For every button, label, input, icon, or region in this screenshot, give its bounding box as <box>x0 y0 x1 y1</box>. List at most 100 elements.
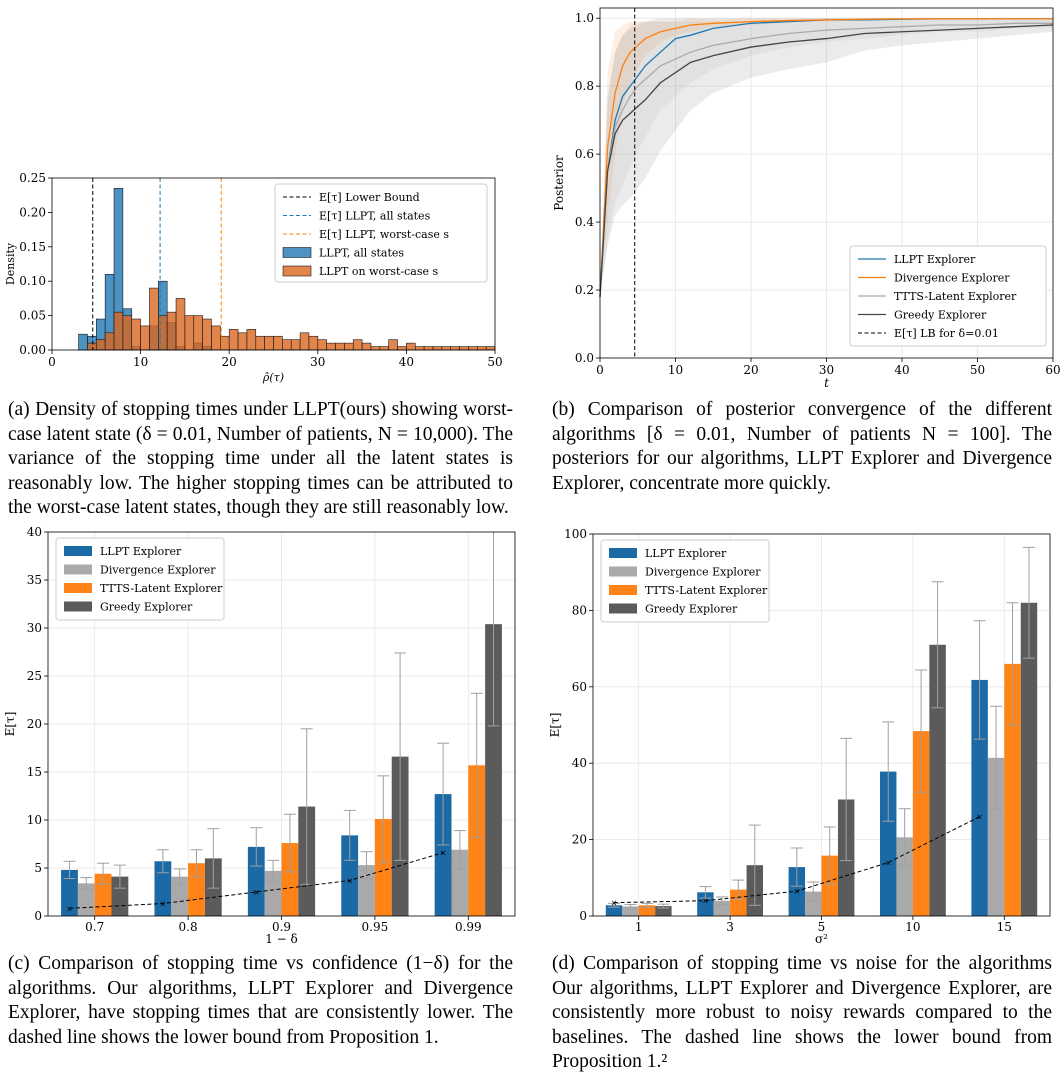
histogram-bar <box>273 335 283 351</box>
lower-bound-curve <box>69 852 444 909</box>
y-tick-label: 100 <box>564 527 587 541</box>
lower-bound-marker: × <box>253 888 260 897</box>
histogram-bar <box>113 311 124 351</box>
legend-swatch <box>282 265 312 277</box>
legend-swatch <box>609 566 637 577</box>
x-tick-label: 30 <box>310 355 325 369</box>
y-tick-label: 0 <box>34 909 42 923</box>
panel-b: 0 10 20 30 40 50 60 0.0 0.2 0.4 0.6 0.8 1.0 t Posterio… <box>545 0 1061 395</box>
bar <box>485 624 502 916</box>
x-tick-label: 20 <box>222 355 237 369</box>
histogram-bar <box>468 346 478 351</box>
caption-a: (a) Density of stopping times under LLPT… <box>8 399 513 518</box>
histogram-bar <box>131 318 141 351</box>
y-tick-label: 0.8 <box>575 79 594 93</box>
histogram-bar <box>149 287 159 351</box>
confidence-band <box>600 18 1053 297</box>
histogram-bar <box>361 342 372 351</box>
plot-frame <box>51 177 496 351</box>
bar <box>879 771 897 916</box>
histogram-bar <box>344 342 354 351</box>
y-axis-label: Density <box>4 242 17 285</box>
x-axis-label: ρ̂(τ) <box>262 371 284 384</box>
bar <box>605 905 623 916</box>
bar <box>247 846 265 916</box>
y-tick-label: 0 <box>579 909 587 923</box>
x-tick-label: 60 <box>1045 363 1060 377</box>
histogram-bar <box>290 339 301 351</box>
histogram-bar <box>158 315 168 351</box>
legend-swatch <box>609 585 637 595</box>
bar <box>61 869 78 916</box>
x-tick-label: 0.99 <box>455 920 482 934</box>
lower-bound-marker: × <box>611 899 618 908</box>
y-tick-label: 1.0 <box>575 11 594 25</box>
histogram-bar <box>397 346 407 351</box>
y-tick-label: 30 <box>27 621 42 635</box>
histogram-bar <box>282 339 292 351</box>
histogram-bar <box>87 342 97 351</box>
bar <box>896 837 913 916</box>
legend-label: LLPT on worst-case s <box>319 265 438 278</box>
legend-swatch <box>282 247 312 258</box>
histogram-bar <box>104 332 115 351</box>
y-tick-label: 40 <box>27 525 42 539</box>
histogram-bar <box>414 346 425 351</box>
lower-bound-marker: × <box>66 904 73 913</box>
legend-label: Greedy Explorer <box>100 601 193 614</box>
histogram-bar <box>166 311 177 351</box>
bar <box>374 819 392 916</box>
histogram-bar <box>379 346 389 351</box>
histogram-bar <box>96 339 106 351</box>
bar <box>434 794 452 916</box>
bar <box>638 905 656 916</box>
y-tick-label: 40 <box>572 756 587 770</box>
histogram-bar <box>140 325 150 351</box>
y-tick-label: 60 <box>572 680 587 694</box>
legend-label: Divergence Explorer <box>645 566 761 579</box>
histogram-bar <box>122 315 133 351</box>
caption-b: (b) Comparison of posterior convergence … <box>552 399 1052 494</box>
x-tick-label: 0.9 <box>272 920 291 934</box>
y-tick-label: 10 <box>27 813 42 827</box>
histogram-bar <box>202 318 212 351</box>
x-tick-label: 5 <box>818 920 826 934</box>
legend-swatch <box>64 546 92 556</box>
lower-bound-marker: × <box>885 859 892 868</box>
bar <box>468 765 486 916</box>
legend-label: E[τ] LB for δ=0.01 <box>894 327 999 340</box>
histogram-bar <box>299 332 310 351</box>
bar <box>730 889 747 916</box>
x-tick-label: 30 <box>819 363 834 377</box>
y-tick-label: 0.0 <box>575 351 594 365</box>
histogram-bar <box>423 346 434 351</box>
histogram-bar <box>335 342 345 351</box>
x-axis-label: σ² <box>815 932 828 946</box>
x-tick-label: 40 <box>399 355 414 369</box>
y-tick-label: 0.25 <box>19 171 46 185</box>
lower-bound-marker: × <box>346 876 353 885</box>
y-tick-label: 20 <box>27 717 42 731</box>
x-axis-label: t <box>824 376 829 390</box>
legend-label: Divergence Explorer <box>100 564 216 577</box>
bar <box>77 883 95 916</box>
histogram-bar <box>237 332 248 351</box>
bar <box>281 843 299 916</box>
x-tick-label: 0.7 <box>85 920 104 934</box>
x-tick-label: 0 <box>48 355 56 369</box>
y-tick-label: 20 <box>572 833 587 847</box>
legend-label: Greedy Explorer <box>894 309 987 322</box>
histogram-bar <box>175 298 186 351</box>
bar <box>1004 663 1021 916</box>
x-tick-label: 50 <box>970 363 985 377</box>
legend-label: E[τ] Lower Bound <box>319 191 420 204</box>
bar <box>1020 602 1038 916</box>
panel-d: × × × × × 1 3 5 10 15 0 20 40 60 80 100 σ² E[τ] LLPT Explo… <box>545 522 1061 952</box>
y-tick-label: 0.2 <box>575 283 594 297</box>
legend-label: TTTS-Latent Explorer <box>100 582 223 595</box>
y-tick-label: 15 <box>27 765 42 779</box>
bar <box>341 835 359 916</box>
histogram-bar <box>388 339 398 351</box>
panel-c: × × × × × 0.7 0.8 0.9 0.95 0.99 0 5 10 15 20 25 30 35 40 1 … <box>0 522 530 952</box>
histogram-bar <box>476 346 487 351</box>
